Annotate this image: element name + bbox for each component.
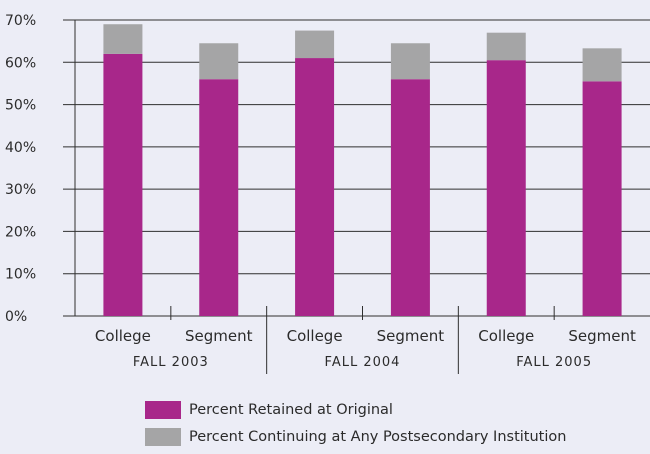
bar-retained	[295, 58, 335, 317]
legend-label-continuing: Percent Continuing at Any Postsecondary …	[189, 429, 567, 445]
bar-continuing	[295, 30, 335, 59]
y-tick-label: 20%	[5, 224, 36, 240]
y-tick-label: 50%	[5, 98, 36, 114]
legend-swatch-continuing	[145, 428, 181, 446]
y-tick-label: 40%	[5, 140, 36, 156]
legend-item-retained: Percent Retained at Original	[145, 400, 566, 420]
x-category-label: College	[478, 327, 534, 345]
bar-continuing	[103, 24, 143, 54]
x-category-label: College	[95, 327, 151, 345]
x-category-label: Segment	[185, 327, 253, 345]
bar-retained	[582, 81, 622, 316]
legend-swatch-retained	[145, 401, 181, 419]
bar-retained	[390, 79, 430, 316]
y-tick-label: 70%	[5, 13, 36, 29]
x-group-label: FALL 2004	[325, 355, 401, 370]
x-category-label: Segment	[377, 327, 445, 345]
legend: Percent Retained at Original Percent Con…	[145, 400, 566, 454]
bar-continuing	[199, 43, 239, 80]
x-group-label: FALL 2005	[516, 355, 592, 370]
x-category-label: Segment	[568, 327, 636, 345]
stacked-bar-chart: 0% 10% 20% 30% 40% 50% 60% 70% College Segment Col…	[5, 13, 650, 374]
legend-label-retained: Percent Retained at Original	[189, 402, 393, 418]
x-category-label: College	[287, 327, 343, 345]
bar-retained	[199, 79, 239, 316]
y-tick-label: 0%	[5, 309, 27, 325]
bar-continuing	[486, 32, 526, 61]
y-tick-label: 30%	[5, 182, 36, 198]
y-tick-label: 10%	[5, 267, 36, 283]
x-group-label: FALL 2003	[133, 355, 209, 370]
bar-continuing	[390, 43, 430, 80]
bar-retained	[103, 53, 143, 316]
bar-retained	[486, 60, 526, 316]
legend-item-continuing: Percent Continuing at Any Postsecondary …	[145, 427, 566, 447]
bar-continuing	[582, 48, 622, 82]
y-tick-label: 60%	[5, 55, 36, 71]
